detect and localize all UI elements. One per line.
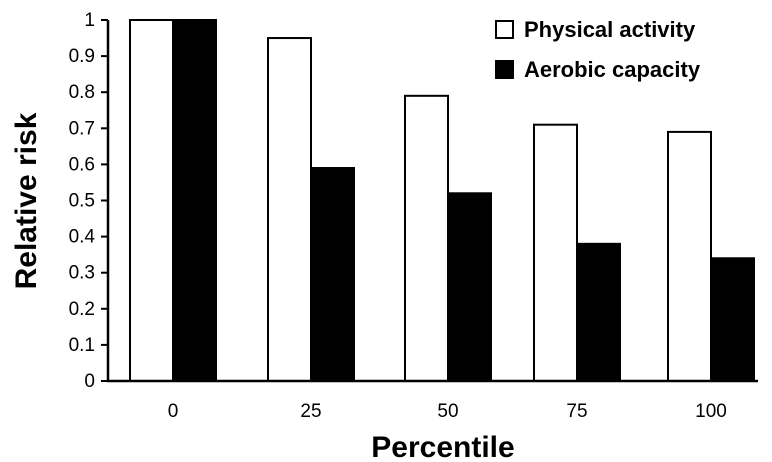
y-tick-label: 0.4 [69, 227, 96, 248]
bar-aerobic-capacity-100 [710, 257, 755, 383]
bar-physical-activity-0 [129, 19, 174, 382]
y-tick-label: 0.5 [69, 191, 95, 212]
y-axis-title: Relative risk [10, 112, 43, 289]
y-tick-label: 0.6 [69, 154, 95, 175]
bar-aerobic-capacity-25 [310, 167, 355, 382]
legend: Physical activity Aerobic capacity [495, 17, 701, 82]
bar-physical-activity-50 [404, 94, 449, 382]
bar-aerobic-capacity-75 [576, 242, 621, 382]
bar-physical-activity-75 [533, 123, 578, 382]
legend-label-aerobic-capacity: Aerobic capacity [524, 57, 701, 82]
y-tick-label: 1 [84, 10, 95, 31]
legend-label-physical-activity: Physical activity [524, 17, 696, 42]
bar-physical-activity-25 [267, 37, 312, 383]
y-tick-label: 0.1 [69, 335, 95, 356]
y-tick-label: 0.3 [69, 263, 95, 284]
x-ticks: 0 25 50 75 100 [168, 401, 727, 422]
x-tick-label: 25 [300, 401, 321, 422]
legend-swatch-physical-activity [495, 20, 514, 39]
y-tick-label: 0.2 [69, 299, 95, 320]
x-axis-title: Percentile [371, 431, 514, 462]
bar-aerobic-capacity-50 [447, 192, 492, 382]
y-ticks: 0 0.1 0.2 0.3 0.4 0.5 0.6 0.7 0.8 0.9 1 [69, 10, 108, 392]
y-tick-label: 0.7 [69, 118, 95, 139]
x-tick-label: 100 [695, 401, 727, 422]
bar-physical-activity-100 [667, 130, 712, 382]
x-tick-label: 0 [168, 401, 179, 422]
y-tick-label: 0 [84, 371, 95, 392]
y-tick-label: 0.8 [69, 82, 95, 103]
bar-aerobic-capacity-0 [172, 19, 217, 382]
x-tick-label: 50 [437, 401, 458, 422]
legend-swatch-aerobic-capacity [495, 60, 514, 79]
x-tick-label: 75 [566, 401, 587, 422]
y-tick-label: 0.9 [69, 46, 95, 67]
bars-layer [129, 19, 755, 383]
